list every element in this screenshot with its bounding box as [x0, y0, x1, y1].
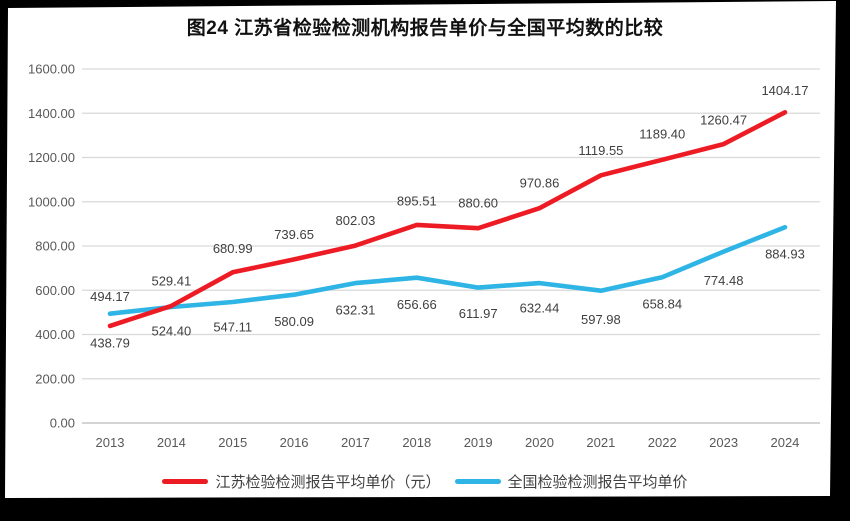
data-label-national-2015: 547.11: [213, 319, 252, 334]
x-tick-label: 2020: [525, 435, 554, 450]
y-tick-label: 0.00: [50, 416, 75, 431]
chart-title: 图24 江苏省检验检测机构报告单价与全国平均数的比较: [186, 18, 664, 39]
data-label-national-2014: 524.40: [151, 323, 191, 338]
data-label-jiangsu-2014: 529.41: [151, 273, 191, 288]
national-series-swatch: [454, 479, 501, 484]
data-label-jiangsu-2024: 1404.17: [761, 83, 808, 98]
x-tick-label: 2017: [341, 435, 370, 450]
data-label-national-2018: 656.66: [397, 297, 437, 312]
legend-item-jiangsu: 江苏检验检测报告平均单价（元）: [162, 471, 441, 492]
y-tick-label: 400.00: [35, 327, 75, 342]
data-label-jiangsu-2023: 1260.47: [700, 113, 747, 128]
legend-item-national: 全国检验检测报告平均单价: [454, 471, 688, 492]
data-label-jiangsu-2020: 970.86: [520, 176, 560, 191]
data-label-jiangsu-2022: 1189.40: [639, 126, 685, 141]
x-tick-label: 2016: [280, 435, 309, 450]
x-tick-label: 2024: [770, 435, 799, 450]
data-label-jiangsu-2016: 739.65: [274, 227, 314, 242]
legend: 江苏检验检测报告平均单价（元） 全国检验检测报告平均单价: [5, 471, 836, 492]
jiangsu-series-label: 江苏检验检测报告平均单价（元）: [215, 474, 441, 491]
data-label-jiangsu-2013: 438.79: [90, 335, 130, 350]
data-label-national-2022: 658.84: [642, 297, 682, 312]
y-tick-label: 1600.00: [28, 62, 75, 77]
x-tick-label: 2021: [586, 435, 615, 450]
data-label-jiangsu-2021: 1119.55: [578, 143, 623, 158]
x-tick-label: 2022: [648, 435, 677, 450]
data-label-jiangsu-2019: 880.60: [458, 196, 498, 211]
data-label-national-2017: 632.31: [336, 303, 376, 318]
data-label-jiangsu-2017: 802.03: [336, 213, 376, 228]
x-tick-label: 2014: [157, 435, 186, 450]
data-label-national-2013: 494.17: [90, 289, 130, 304]
data-label-national-2016: 580.09: [274, 314, 314, 329]
data-label-national-2019: 611.97: [459, 306, 498, 321]
series-line-jiangsu: [107, 110, 788, 329]
data-label-national-2021: 597.98: [581, 312, 621, 327]
x-tick-label: 2023: [709, 435, 738, 450]
x-tick-label: 2019: [464, 435, 493, 450]
data-label-jiangsu-2015: 680.99: [213, 241, 253, 256]
y-tick-label: 1000.00: [28, 194, 75, 209]
x-tick-label: 2015: [218, 435, 247, 450]
data-label-national-2020: 632.44: [520, 301, 560, 316]
national-series-label: 全国检验检测报告平均单价: [507, 474, 688, 491]
x-tick-label: 2013: [96, 435, 125, 450]
data-label-jiangsu-2018: 895.51: [397, 193, 437, 208]
data-label-national-2023: 774.48: [704, 273, 744, 288]
y-tick-label: 200.00: [35, 371, 75, 386]
data-label-national-2024: 884.93: [765, 247, 805, 262]
x-tick-label: 2018: [402, 435, 431, 450]
y-tick-label: 1200.00: [28, 150, 75, 165]
jiangsu-series-swatch: [162, 479, 209, 484]
y-tick-label: 600.00: [35, 283, 75, 298]
series-line-national: [107, 224, 788, 317]
y-tick-label: 800.00: [35, 239, 75, 254]
y-tick-label: 1400.00: [28, 106, 75, 121]
